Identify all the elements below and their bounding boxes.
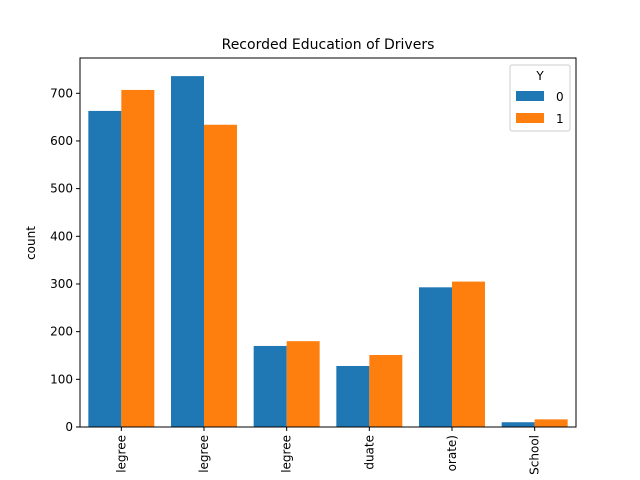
bar-series-0-cat-3: [336, 365, 370, 427]
x-tick-label-0: legree: [114, 435, 128, 473]
bars-group: [88, 76, 568, 428]
x-tick-label-5: School: [528, 435, 542, 475]
y-axis: 0 100 200 300 400 500 600 700: [50, 86, 80, 434]
bar-series-1-cat-1: [204, 124, 237, 427]
legend-swatch-0: [516, 91, 544, 101]
y-axis-label: count: [24, 226, 38, 260]
y-tick-label-2: 200: [50, 325, 73, 339]
bar-series-1-cat-0: [121, 89, 155, 427]
bar-series-1-cat-2: [286, 341, 320, 427]
bar-series-1-cat-3: [369, 355, 403, 427]
y-tick-label-4: 400: [50, 229, 73, 243]
x-tick-label-1: legree: [197, 435, 211, 473]
x-tick-label-4: orate): [445, 435, 459, 471]
bar-series-0-cat-5: [501, 422, 535, 427]
legend-label-1: 1: [556, 112, 564, 126]
x-axis: legree legree legree duate orate) School: [114, 427, 542, 475]
x-tick-label-2: legree: [280, 435, 294, 473]
y-tick-label-7: 700: [50, 86, 73, 100]
legend-swatch-1: [516, 113, 544, 123]
y-tick-label-1: 100: [50, 372, 73, 386]
plot-frame: [79, 57, 577, 428]
chart-title: Recorded Education of Drivers: [222, 37, 435, 53]
bar-series-0-cat-1: [171, 76, 204, 428]
y-tick-label-3: 300: [50, 277, 73, 291]
y-tick-label-5: 500: [50, 182, 73, 196]
y-tick-label-6: 600: [50, 134, 73, 148]
bar-series-1-cat-4: [452, 281, 485, 427]
x-tick-label-3: duate: [362, 435, 376, 470]
bar-series-0-cat-0: [88, 110, 122, 427]
legend-title: Y: [535, 69, 544, 83]
bar-series-0-cat-4: [419, 287, 452, 427]
y-tick-label-0: 0: [65, 420, 73, 434]
bar-series-1-cat-5: [534, 419, 568, 427]
legend-label-0: 0: [556, 90, 564, 104]
bar-series-0-cat-2: [253, 345, 287, 427]
legend: Y 0 1: [509, 64, 571, 132]
